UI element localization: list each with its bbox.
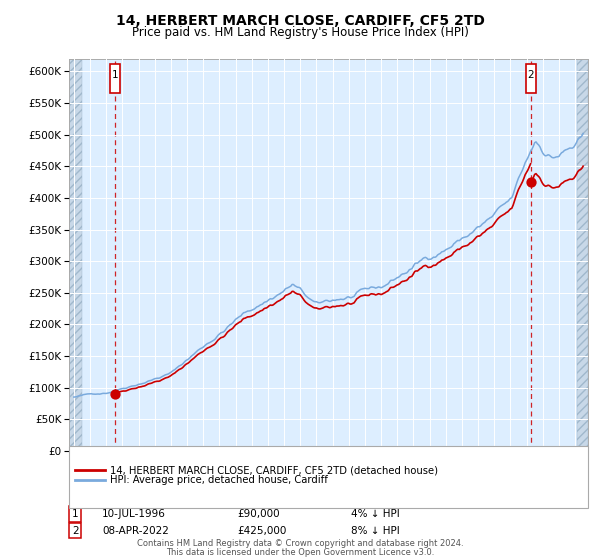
Text: 08-APR-2022: 08-APR-2022 bbox=[102, 526, 169, 536]
Text: 8% ↓ HPI: 8% ↓ HPI bbox=[351, 526, 400, 536]
Bar bbox=[69, 59, 82, 451]
Text: 10-JUL-1996: 10-JUL-1996 bbox=[102, 509, 166, 519]
Text: 1: 1 bbox=[72, 509, 79, 519]
Text: £90,000: £90,000 bbox=[237, 509, 280, 519]
Text: 2: 2 bbox=[527, 71, 534, 81]
Text: Contains HM Land Registry data © Crown copyright and database right 2024.: Contains HM Land Registry data © Crown c… bbox=[137, 539, 463, 548]
Text: 1: 1 bbox=[112, 71, 118, 81]
Point bbox=[110, 389, 119, 398]
Text: 14, HERBERT MARCH CLOSE, CARDIFF, CF5 2TD (detached house): 14, HERBERT MARCH CLOSE, CARDIFF, CF5 2T… bbox=[110, 465, 438, 475]
FancyBboxPatch shape bbox=[110, 64, 119, 93]
Text: HPI: Average price, detached house, Cardiff: HPI: Average price, detached house, Card… bbox=[110, 475, 328, 485]
Bar bbox=[577, 59, 588, 451]
Text: This data is licensed under the Open Government Licence v3.0.: This data is licensed under the Open Gov… bbox=[166, 548, 434, 557]
Text: Price paid vs. HM Land Registry's House Price Index (HPI): Price paid vs. HM Land Registry's House … bbox=[131, 26, 469, 39]
Text: 2: 2 bbox=[72, 526, 79, 536]
FancyBboxPatch shape bbox=[526, 64, 536, 93]
Text: £425,000: £425,000 bbox=[237, 526, 286, 536]
Text: 4% ↓ HPI: 4% ↓ HPI bbox=[351, 509, 400, 519]
Point bbox=[526, 178, 536, 186]
Text: 14, HERBERT MARCH CLOSE, CARDIFF, CF5 2TD: 14, HERBERT MARCH CLOSE, CARDIFF, CF5 2T… bbox=[116, 14, 484, 28]
